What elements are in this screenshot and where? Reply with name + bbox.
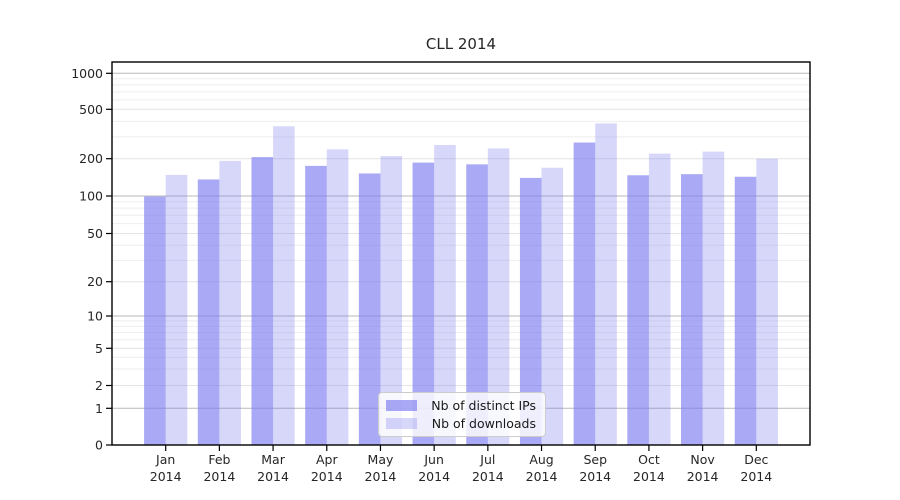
bar-downloads-sep <box>595 123 617 445</box>
x-tick-label-year: 2014 <box>526 469 558 484</box>
y-tick-label: 1 <box>95 401 103 416</box>
bar-downloads-mar <box>273 126 295 446</box>
bar-downloads-aug <box>541 167 564 445</box>
x-tick-label-month: Mar <box>261 452 285 467</box>
legend-label-downloads: Nb of downloads <box>431 416 536 431</box>
y-tick-label: 5 <box>95 341 103 356</box>
bar-downloads-nov <box>702 151 725 445</box>
bar-downloads-apr <box>326 149 349 445</box>
x-tick-label-year: 2014 <box>203 469 235 484</box>
bar-ips-apr <box>305 165 327 445</box>
bar-downloads-may <box>380 156 403 445</box>
x-tick-label-month: Nov <box>690 452 715 467</box>
bar-ips-oct <box>627 175 649 445</box>
bar-downloads-oct <box>648 153 671 446</box>
bar-ips-jan <box>144 196 166 445</box>
x-tick-label-month: Oct <box>638 452 660 467</box>
y-tick-label: 20 <box>87 274 103 289</box>
x-tick-label-year: 2014 <box>311 469 343 484</box>
y-tick-label: 0 <box>95 438 103 453</box>
y-tick-label: 200 <box>79 151 103 166</box>
x-tick-label-year: 2014 <box>687 469 719 484</box>
y-tick-label: 100 <box>79 189 103 204</box>
bar-ips-sep <box>573 142 596 446</box>
x-tick-label-month: Sep <box>583 452 607 467</box>
bar-ips-dec <box>734 176 757 446</box>
plot-frame <box>111 61 811 446</box>
legend-label-ips: Nb of distinct IPs <box>431 398 536 413</box>
x-tick-label-month: Aug <box>529 452 553 467</box>
bar-downloads-jan <box>165 174 188 445</box>
x-tick-label-year: 2014 <box>633 469 665 484</box>
bar-ips-may <box>358 173 381 445</box>
bar-downloads-dec <box>756 158 778 445</box>
x-tick-label-month: Jun <box>423 452 444 467</box>
y-tick-label: 2 <box>95 378 103 393</box>
x-tick-label-month: May <box>368 452 394 467</box>
y-tick-label: 50 <box>87 226 103 241</box>
legend-swatch-ips <box>386 400 417 411</box>
x-tick-label-year: 2014 <box>257 469 289 484</box>
x-tick-label-month: Jul <box>479 452 495 467</box>
x-tick-label-year: 2014 <box>579 469 611 484</box>
legend: Nb of distinct IPs Nb of downloads <box>378 392 546 437</box>
bar-downloads-feb <box>219 160 241 445</box>
bar-ips-aug <box>519 177 542 445</box>
chart-title: CLL 2014 <box>425 35 497 53</box>
y-tick-label: 10 <box>87 309 103 324</box>
bar-ips-feb <box>197 179 220 445</box>
x-tick-label-month: Dec <box>744 452 768 467</box>
bar-downloads-jul <box>487 148 510 445</box>
x-tick-label-year: 2014 <box>740 469 772 484</box>
bar-ips-jun <box>412 162 435 445</box>
legend-swatch-downloads <box>386 418 417 429</box>
x-tick-label-month: Apr <box>316 452 338 467</box>
x-tick-label-year: 2014 <box>472 469 504 484</box>
bar-ips-jul <box>466 164 488 445</box>
bar-ips-nov <box>681 174 703 445</box>
legend-item-ips: Nb of distinct IPs <box>386 398 536 413</box>
x-tick-label-year: 2014 <box>150 469 182 484</box>
x-tick-label-month: Jan <box>155 452 175 467</box>
legend-item-downloads: Nb of downloads <box>386 416 536 431</box>
x-tick-label-year: 2014 <box>418 469 450 484</box>
bar-downloads-jun <box>434 144 456 445</box>
bar-ips-mar <box>251 157 274 446</box>
y-tick-label: 500 <box>79 102 103 117</box>
x-tick-label-month: Feb <box>208 452 230 467</box>
y-tick-label: 1000 <box>71 66 103 81</box>
x-tick-label-year: 2014 <box>365 469 397 484</box>
